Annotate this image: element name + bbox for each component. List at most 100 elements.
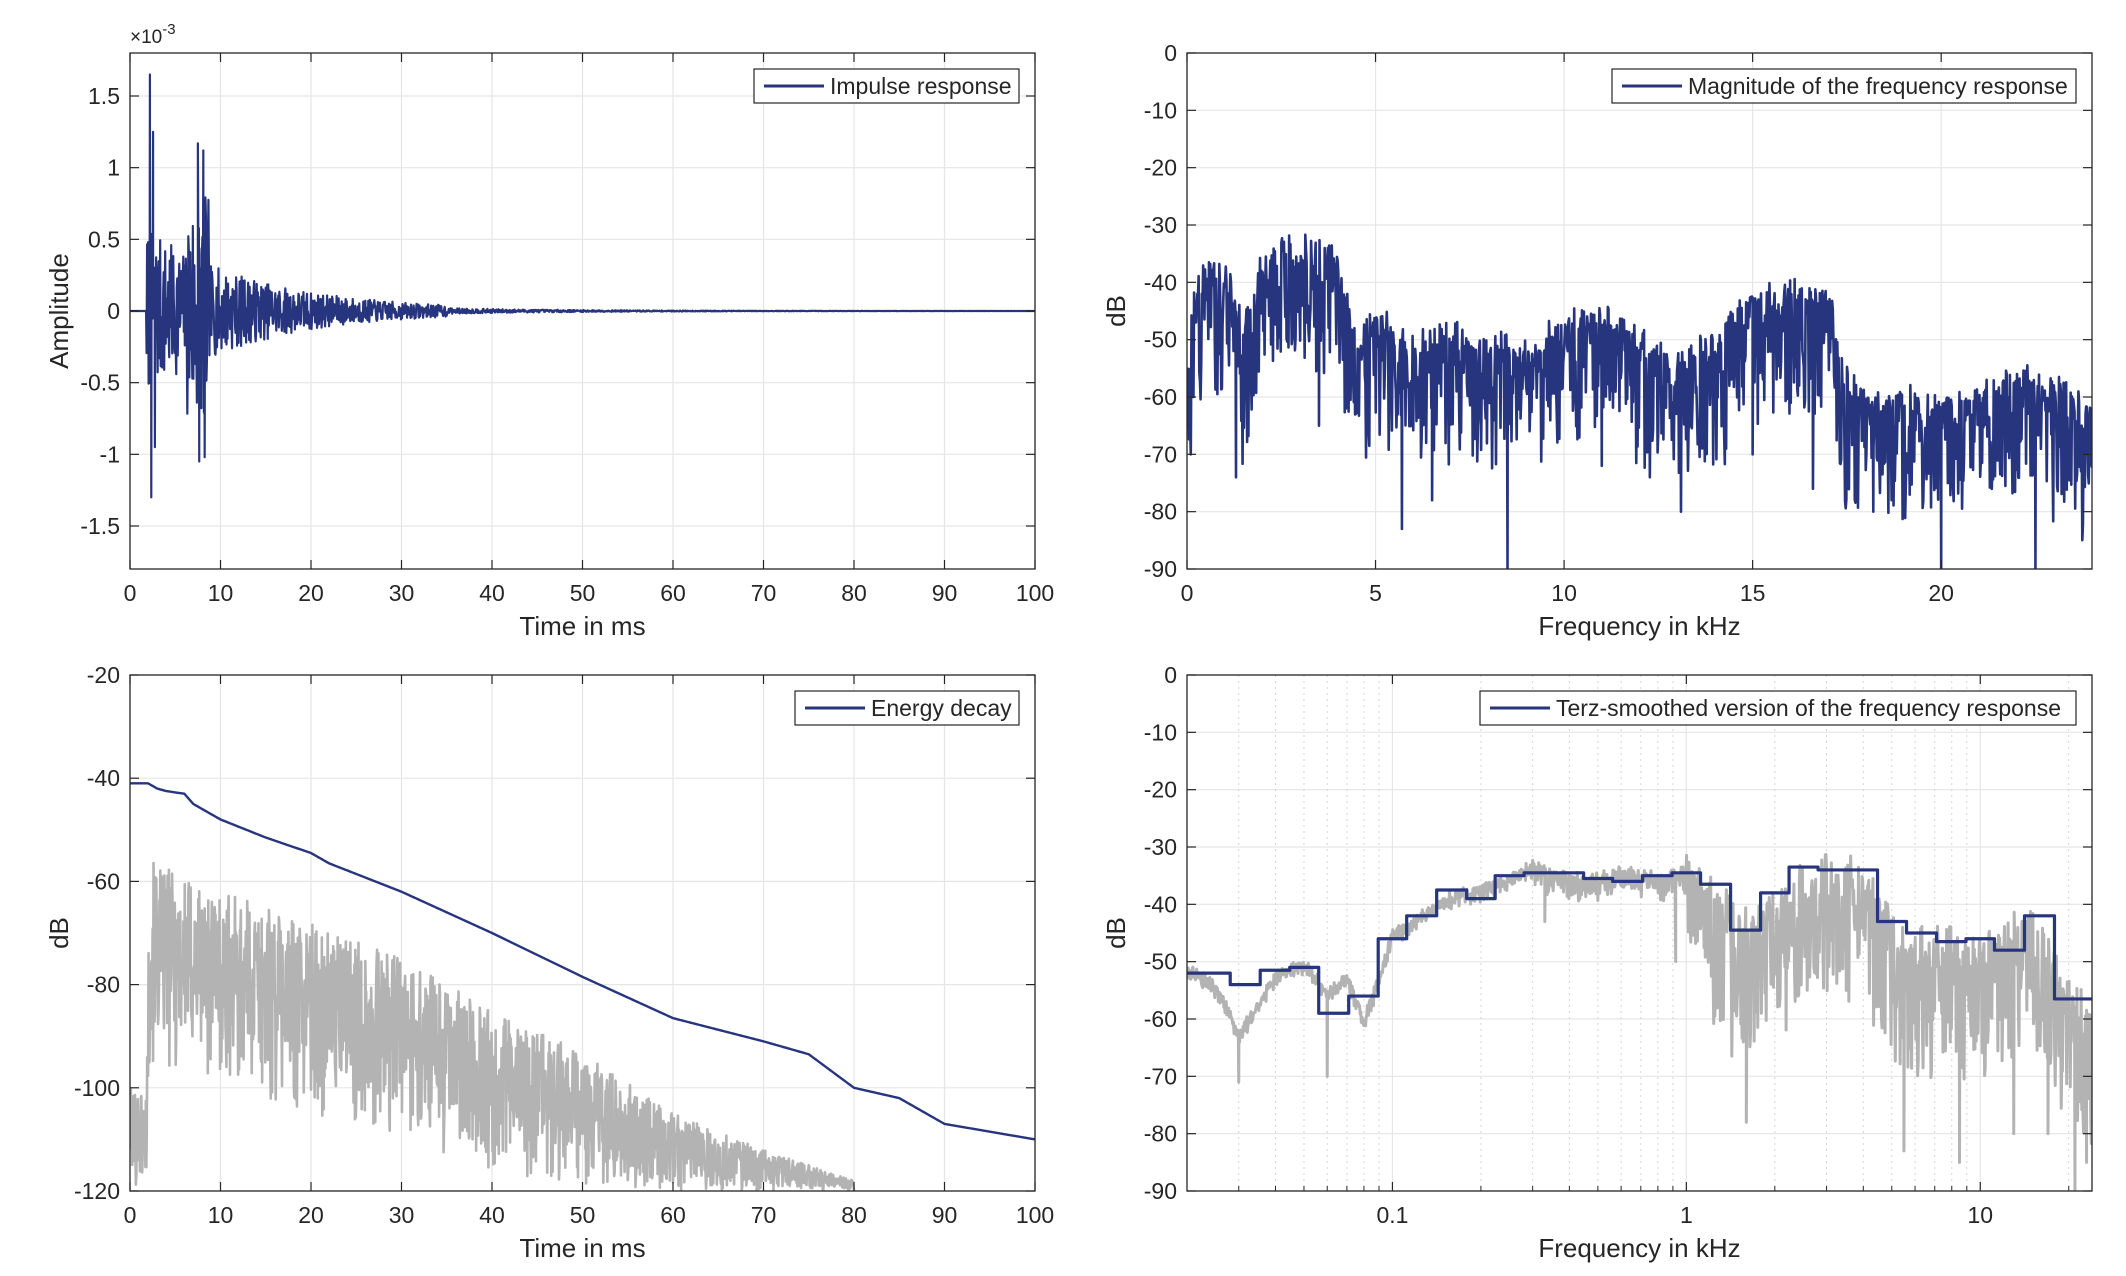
impulse-x-tick-label: 20	[298, 580, 324, 606]
magnitude-tick-labels: 0 5 10 15 20 0 -10 -20 -30 -40 -50 -60 -70 -80 -90	[1144, 40, 1954, 606]
impulse-legend-label: Impulse response	[830, 73, 1012, 99]
impulse-x-tick-label: 80	[841, 580, 867, 606]
energy-series	[130, 782, 1035, 1141]
impulse-x-tick-label: 70	[751, 580, 777, 606]
magnitude-y-tick-label: -90	[1144, 556, 1177, 582]
energy-x-tick-label: 60	[660, 1202, 686, 1228]
energy-x-tick-label: 100	[1016, 1202, 1054, 1228]
energy-x-axis-label: Time in ms	[519, 1233, 645, 1263]
terz-y-tick-label: -70	[1144, 1063, 1177, 1089]
magnitude-x-tick-label: 10	[1551, 580, 1577, 606]
impulse-x-tick-label: 90	[932, 580, 958, 606]
impulse-y-tick-label: -1.5	[80, 513, 120, 539]
impulse-x-tick-label: 60	[660, 580, 686, 606]
energy-x-tick-label: 40	[479, 1202, 505, 1228]
magnitude-legend-box	[1611, 68, 2077, 104]
impulse-exponent-base: ×10	[130, 27, 162, 48]
terz-y-tick-label: -60	[1144, 1006, 1177, 1032]
impulse-x-axis-label: Time in ms	[519, 611, 645, 641]
impulse-x-tick-label: 100	[1016, 580, 1054, 606]
magnitude-x-tick-label: 0	[1181, 580, 1194, 606]
terz-x-tick-label: 10	[1967, 1202, 1993, 1228]
energy-ticks	[129, 674, 1036, 1192]
energy-x-tick-label: 20	[298, 1202, 324, 1228]
energy-y-tick-label: -120	[74, 1178, 120, 1204]
terz-y-tick-label: -20	[1144, 777, 1177, 803]
energy-y-tick-label: -100	[74, 1075, 120, 1101]
magnitude-x-tick-label: 5	[1369, 580, 1382, 606]
energy-decay-panel: 0 10 20 30 40 50 60 70 80 90 100 -120 -100 -80 -60 -40 -…	[44, 662, 1054, 1263]
impulse-legend[interactable]: Impulse response	[753, 68, 1020, 104]
terz-x-tick-label: 0.1	[1376, 1202, 1408, 1228]
terz-tick-labels: 0.1 1 10 0 -10 -20 -30 -40 -50 -60 -70 -80 -90	[1144, 662, 1993, 1228]
impulse-response-panel: 0 10 20 30 40 50 60 70 80 90 100 -1.5 -1 -0.5 0 0.5 1 1.5…	[44, 21, 1054, 641]
impulse-y-tick-label: 0.5	[88, 226, 120, 252]
terz-smoothed-line	[1187, 865, 2092, 1015]
impulse-x-tick-label: 30	[389, 580, 415, 606]
impulse-series	[130, 73, 1035, 499]
impulse-y-tick-label: 1	[107, 155, 120, 181]
terz-axes-frame	[1186, 674, 2093, 1192]
impulse-x-tick-label: 40	[479, 580, 505, 606]
energy-y-axis-label: dB	[44, 917, 74, 949]
terz-x-axis-label: Frequency in kHz	[1538, 1233, 1740, 1263]
terz-legend[interactable]: Terz-smoothed version of the frequency r…	[1479, 690, 2077, 726]
magnitude-y-axis-label: dB	[1101, 295, 1131, 327]
energy-x-tick-label: 0	[124, 1202, 137, 1228]
impulse-tick-labels: 0 10 20 30 40 50 60 70 80 90 100 -1.5 -1 -0.5 0 0.5 1 1.5	[80, 83, 1054, 606]
magnitude-axes-frame	[1186, 52, 2093, 570]
energy-legend[interactable]: Energy decay	[794, 690, 1020, 726]
magnitude-y-tick-label: -30	[1144, 212, 1177, 238]
energy-legend-label: Energy decay	[871, 695, 1012, 721]
energy-y-tick-label: -40	[87, 765, 120, 791]
energy-y-tick-label: -20	[87, 662, 120, 688]
terz-raw-line	[1187, 852, 2092, 1191]
energy-x-tick-label: 50	[570, 1202, 596, 1228]
magnitude-y-tick-label: -60	[1144, 384, 1177, 410]
impulse-y-axis-label: Amplitude	[44, 253, 74, 369]
magnitude-response-panel: 0 5 10 15 20 0 -10 -20 -30 -40 -50 -60 -70 -80 -90 Fre…	[1101, 40, 2093, 641]
magnitude-legend-label: Magnitude of the frequency response	[1688, 73, 2068, 99]
impulse-response-line	[130, 73, 1035, 499]
impulse-x-tick-label: 10	[208, 580, 234, 606]
impulse-ticks	[129, 53, 1036, 569]
impulse-exponent-power: -3	[162, 21, 175, 38]
terz-series	[1187, 865, 2092, 1015]
energy-x-tick-label: 90	[932, 1202, 958, 1228]
impulse-y-tick-label: -1	[100, 441, 120, 467]
magnitude-x-tick-label: 15	[1740, 580, 1766, 606]
impulse-y-tick-label: -0.5	[80, 370, 120, 396]
magnitude-x-tick-label: 20	[1928, 580, 1954, 606]
magnitude-y-tick-label: -10	[1144, 97, 1177, 123]
energy-x-tick-label: 80	[841, 1202, 867, 1228]
terz-series-back	[1187, 852, 2092, 1191]
impulse-y-tick-label: 0	[107, 298, 120, 324]
magnitude-legend[interactable]: Magnitude of the frequency response	[1611, 68, 2077, 104]
impulse-y-tick-label: 1.5	[88, 83, 120, 109]
terz-y-tick-label: -50	[1144, 949, 1177, 975]
terz-legend-label: Terz-smoothed version of the frequency r…	[1556, 695, 2061, 721]
terz-ticks	[1187, 674, 2092, 1192]
magnitude-y-tick-label: -80	[1144, 499, 1177, 525]
impulse-x-tick-label: 50	[570, 580, 596, 606]
magnitude-y-tick-label: -50	[1144, 327, 1177, 353]
energy-x-tick-label: 30	[389, 1202, 415, 1228]
terz-y-tick-label: -10	[1144, 719, 1177, 745]
terz-x-tick-label: 1	[1680, 1202, 1693, 1228]
energy-noise-line	[130, 861, 856, 1191]
terz-legend-box	[1479, 690, 2077, 726]
impulse-x-tick-label: 0	[124, 580, 137, 606]
terz-y-tick-label: -90	[1144, 1178, 1177, 1204]
energy-tick-labels: 0 10 20 30 40 50 60 70 80 90 100 -120 -100 -80 -60 -40 -…	[74, 662, 1054, 1228]
terz-y-axis-label: dB	[1101, 917, 1131, 949]
terz-y-tick-label: -80	[1144, 1121, 1177, 1147]
magnitude-y-tick-label: -40	[1144, 269, 1177, 295]
energy-y-tick-label: -60	[87, 868, 120, 894]
magnitude-x-axis-label: Frequency in kHz	[1538, 611, 1740, 641]
energy-series-back	[130, 861, 856, 1191]
magnitude-y-tick-label: -70	[1144, 441, 1177, 467]
terz-smoothed-panel: 0.1 1 10 0 -10 -20 -30 -40 -50 -60 -70 -80 -90 Frequ…	[1101, 662, 2093, 1263]
impulse-exponent-label: ×10-3	[130, 21, 176, 48]
energy-y-tick-label: -80	[87, 972, 120, 998]
terz-y-tick-label: -40	[1144, 891, 1177, 917]
